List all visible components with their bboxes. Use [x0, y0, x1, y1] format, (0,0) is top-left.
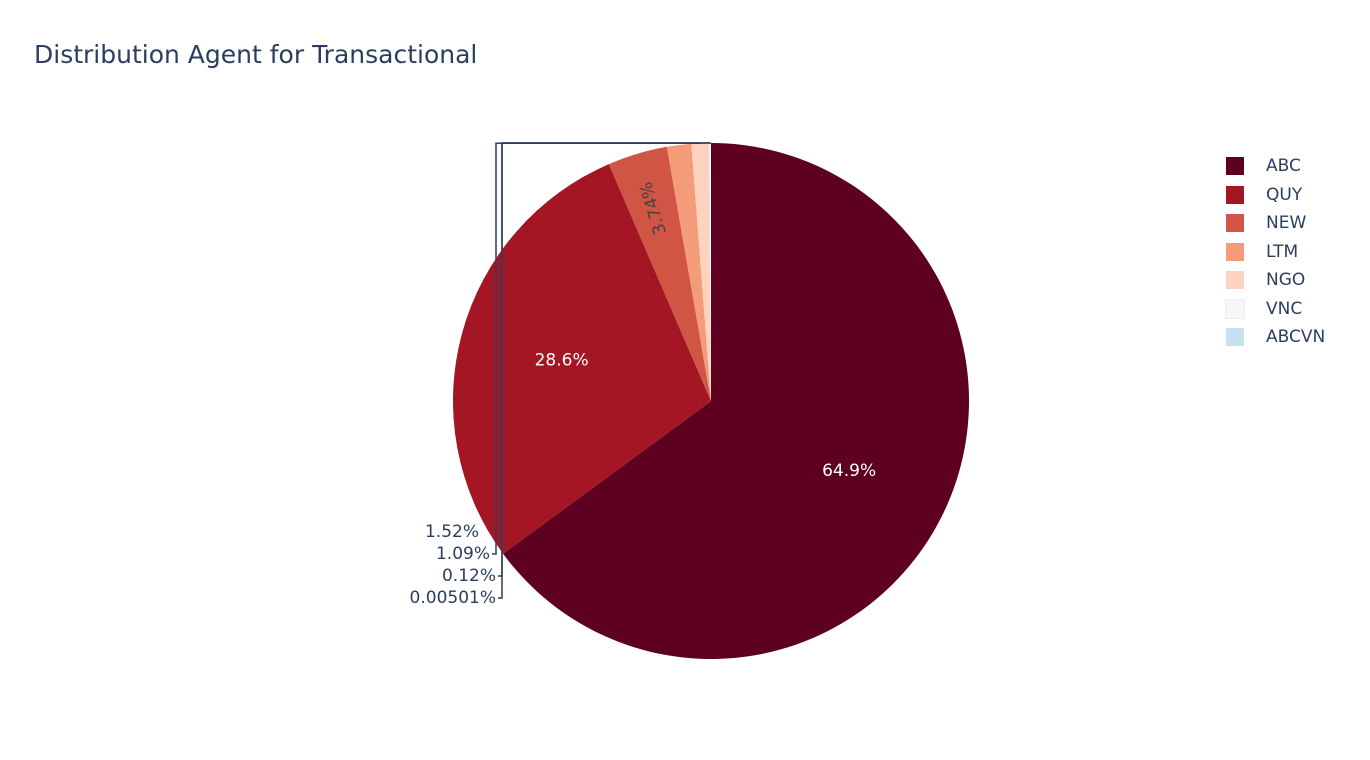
- legend-item-abcvn[interactable]: ABCVN: [1226, 323, 1325, 352]
- legend-swatch: [1226, 328, 1244, 347]
- legend-item-new[interactable]: NEW: [1226, 209, 1325, 238]
- legend-swatch: [1226, 185, 1244, 204]
- legend-item-vnc[interactable]: VNC: [1225, 295, 1325, 324]
- chart-title: Distribution Agent for Transactional: [34, 40, 478, 69]
- slice-label-abc: 64.9%: [822, 461, 876, 481]
- pie-slices: [453, 143, 970, 660]
- legend-swatch: [1225, 298, 1245, 319]
- legend-label: LTM: [1266, 241, 1299, 262]
- pie-slice-vnc[interactable]: [708, 143, 711, 402]
- legend-swatch: [1226, 214, 1244, 233]
- legend-label: ABCVN: [1266, 327, 1326, 348]
- pie-slice-ltm[interactable]: [666, 143, 711, 401]
- legend-item-quy[interactable]: QUY: [1226, 181, 1325, 210]
- legend-swatch: [1226, 242, 1244, 261]
- legend-item-ngo[interactable]: NGO: [1226, 266, 1325, 295]
- leader-line-abcvn: [498, 142, 711, 599]
- slice-label-abcvn: 0.00501%: [410, 588, 496, 608]
- legend-item-abc[interactable]: ABC: [1226, 152, 1325, 181]
- pie-outside-labels: 1.52%1.09%0.12%0.00501%: [410, 142, 711, 608]
- legend-item-ltm[interactable]: LTM: [1226, 238, 1325, 267]
- pie-slice-abc[interactable]: [503, 143, 970, 660]
- legend-swatch: [1226, 271, 1244, 290]
- legend-label: NGO: [1266, 270, 1306, 291]
- legend: ABC QUY NEW LTM NGO VNC ABCVN: [1225, 152, 1325, 352]
- slice-label-ngo: 1.09%: [436, 544, 490, 564]
- pie-slice-ngo[interactable]: [691, 143, 711, 401]
- slice-label-quy: 28.6%: [535, 350, 589, 370]
- legend-swatch: [1226, 157, 1244, 176]
- legend-label: NEW: [1266, 213, 1307, 234]
- slice-label-ltm: 1.52%: [425, 522, 479, 542]
- pie-slice-new[interactable]: [608, 146, 711, 401]
- slice-label-vnc: 0.12%: [442, 566, 496, 586]
- legend-label: QUY: [1266, 184, 1303, 205]
- pie-slice-quy[interactable]: [453, 164, 711, 554]
- legend-label: VNC: [1266, 298, 1303, 319]
- legend-label: ABC: [1266, 156, 1301, 177]
